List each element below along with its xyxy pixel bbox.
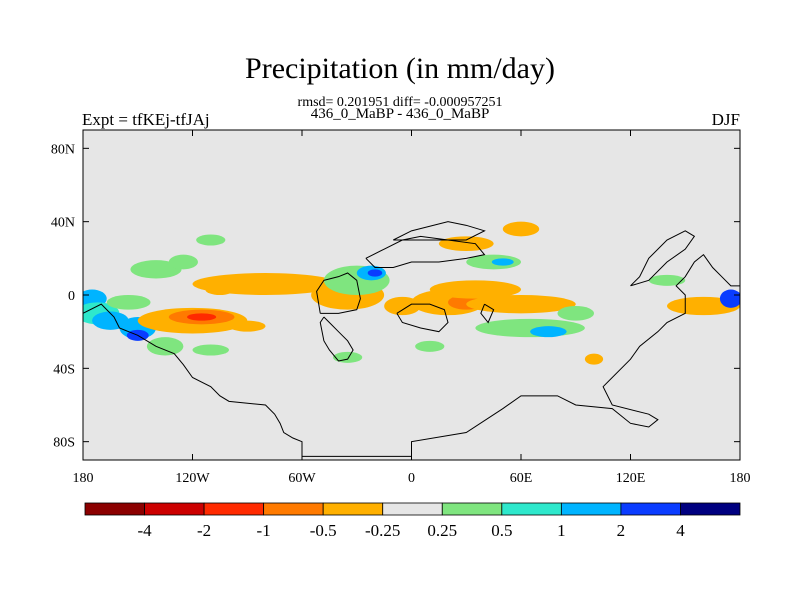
chart-subtitle: 436_0_MaBP - 436_0_MaBP [310, 106, 490, 122]
x-tick-label-5: 120E [616, 471, 646, 486]
colorbar-label-1: -2 [197, 521, 211, 540]
anomaly-patch-28 [475, 318, 585, 338]
anomaly-patch-12 [229, 320, 266, 332]
y-tick-label-0: 80N [51, 142, 75, 157]
coastline-1 [319, 316, 354, 362]
coastline-5 [396, 303, 449, 333]
colorbar-swatch-6 [441, 502, 503, 516]
anomaly-patch-36 [415, 340, 445, 352]
x-tick-label-3: 0 [408, 471, 415, 486]
colorbar-label-6: 0.5 [491, 521, 512, 540]
colorbar: -4 -2 -1 -0.5 -0.25 0.25 0.5 1 2 4 [84, 502, 741, 540]
colorbar-label-9: 4 [676, 521, 685, 540]
y-tick-label-2: 0 [68, 289, 75, 304]
colorbar-swatch-7 [501, 502, 562, 516]
anomaly-patch-27 [466, 295, 576, 314]
coastlines [83, 221, 740, 457]
precipitation-field [83, 221, 740, 365]
colorbar-label-2: -1 [257, 521, 271, 540]
anomaly-patch-2 [92, 311, 129, 330]
colorbar-swatch-0 [84, 502, 145, 516]
coastline-7 [630, 230, 696, 287]
colorbar-label-0: -4 [137, 521, 152, 540]
y-axis: 80N 40N 0 40S 80S [51, 142, 740, 451]
colorbar-swatch-5 [382, 502, 443, 516]
anomaly-patch-11 [187, 313, 217, 321]
anomaly-patch-25 [491, 258, 514, 266]
anomaly-patch-21 [384, 296, 421, 316]
x-tick-label-0: 180 [73, 471, 94, 486]
stats-line: rmsd= 0.201951 diff= -0.000957251 [297, 95, 503, 110]
season-label: DJF [711, 110, 740, 129]
colorbar-swatch-9 [620, 502, 681, 516]
coastline-4 [393, 221, 486, 241]
anomaly-patch-8 [168, 254, 198, 270]
anomaly-patch-35 [333, 351, 363, 363]
experiment-label: Expt = tfKEj-tfJAj [82, 110, 210, 129]
anomaly-patch-31 [648, 274, 686, 286]
anomaly-patch-23 [502, 221, 540, 237]
colorbar-swatch-1 [144, 502, 205, 516]
anomaly-patch-5 [146, 337, 184, 356]
anomaly-patch-18 [367, 269, 383, 277]
y-tick-label-3: 40S [53, 362, 75, 377]
x-tick-label-2: 60W [288, 471, 316, 486]
x-tick-label-6: 180 [730, 471, 751, 486]
colorbar-swatch-2 [203, 502, 265, 516]
anomaly-patch-29 [530, 326, 567, 338]
anomaly-patch-26 [429, 280, 521, 299]
chart-title: Precipitation (in mm/day) [245, 52, 555, 85]
y-tick-label-4: 80S [53, 436, 75, 451]
coastline-0 [83, 253, 740, 457]
colorbar-label-7: 1 [557, 521, 566, 540]
plot-background [83, 130, 740, 460]
y-tick-label-1: 40N [51, 216, 75, 231]
x-axis: 180 120W 60W 0 60E 120E 180 [73, 130, 751, 486]
colorbar-swatch-8 [560, 502, 622, 516]
anomaly-patch-34 [192, 344, 229, 356]
colorbar-swatch-4 [322, 502, 384, 516]
x-tick-label-1: 120W [175, 471, 210, 486]
x-tick-label-4: 60E [510, 471, 533, 486]
anomaly-patch-7 [130, 260, 182, 279]
colorbar-label-8: 2 [617, 521, 626, 540]
colorbar-label-4: -0.25 [365, 521, 400, 540]
colorbar-label-3: -0.5 [310, 521, 337, 540]
anomaly-patch-22 [438, 236, 494, 252]
anomaly-patch-14 [205, 284, 235, 295]
colorbar-swatch-10 [680, 502, 741, 516]
colorbar-swatch-3 [263, 502, 324, 516]
anomaly-patch-30 [557, 306, 594, 321]
coastline-6 [480, 303, 495, 324]
anomaly-patch-6 [106, 295, 151, 310]
coastline-2 [316, 272, 361, 314]
anomaly-patch-33 [719, 289, 740, 308]
anomaly-patch-38 [584, 353, 604, 365]
colorbar-label-5: 0.25 [427, 521, 457, 540]
anomaly-patch-37 [196, 234, 226, 246]
